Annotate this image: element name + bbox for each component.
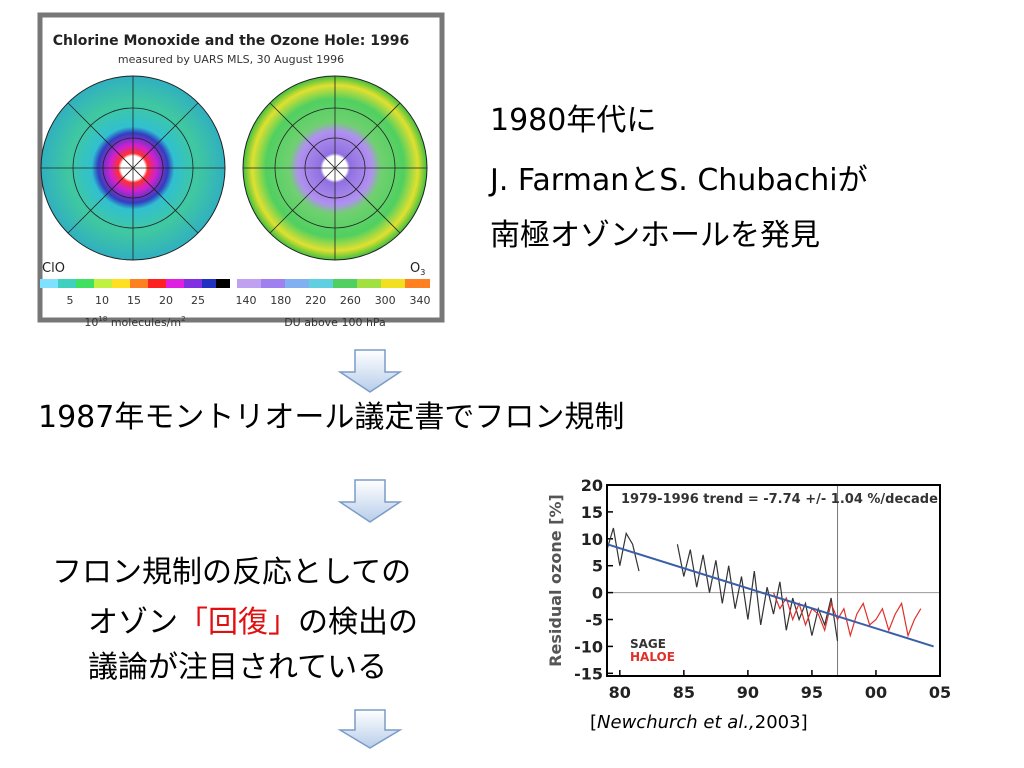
x-tick-label: 95 xyxy=(801,683,823,702)
down-arrow xyxy=(337,709,403,749)
legend-entry: HALOE xyxy=(630,650,675,664)
legend-entry: SAGE xyxy=(630,637,666,651)
citation-authors: Newchurch et al., xyxy=(597,712,755,733)
chart-annotation: 1979-1996 trend = -7.74 +/- 1.04 %/decad… xyxy=(621,492,938,507)
x-tick-label: 90 xyxy=(737,683,759,702)
recovery-red: 「回復」 xyxy=(178,605,298,640)
plot-frame xyxy=(606,484,941,677)
discovery-line: J. FarmanとS. Chubachiが xyxy=(488,163,868,198)
unit-text: molecules/m xyxy=(107,316,181,329)
clo-tick-label: 15 xyxy=(127,294,141,307)
x-tick-label: 80 xyxy=(609,683,631,702)
series-line xyxy=(772,592,922,638)
x-tick-label: 00 xyxy=(865,683,887,702)
recovery-pre: オゾン xyxy=(88,605,178,640)
y-tick-label: 10 xyxy=(581,530,603,549)
x-tick-label: 85 xyxy=(673,683,695,702)
citation-close: ] xyxy=(801,712,808,733)
y-tick-label: 15 xyxy=(581,503,603,522)
o3-label: O3 xyxy=(410,261,425,277)
o3-base: O xyxy=(410,261,420,276)
unit-base: 10 xyxy=(84,316,98,329)
discovery-line: 1980年代に xyxy=(490,103,656,138)
clo-colorbar xyxy=(40,279,230,288)
y-axis-label: Residual ozone [%] xyxy=(546,494,565,667)
citation-open: [ xyxy=(590,712,597,733)
discovery-line: 南極オゾンホールを発見 xyxy=(490,218,820,253)
y-tick-label: -10 xyxy=(574,637,603,656)
citation: [Newchurch et al.,2003] xyxy=(590,712,808,733)
recovery-line: オゾン「回復」の検出の xyxy=(88,605,418,640)
figure-subtitle: measured by UARS MLS, 30 August 1996 xyxy=(118,53,344,66)
citation-year: 2003 xyxy=(755,712,801,733)
x-tick-label: 05 xyxy=(929,683,951,702)
o3-unit: DU above 100 hPa xyxy=(284,316,386,329)
ozone-chart: 20 15 10 5 0 -5 -10 -15 80 85 90 95 00 05 1979-1996 tr… xyxy=(546,476,951,702)
recovery-line: 議論が注目されている xyxy=(88,650,387,685)
down-arrow xyxy=(337,349,403,393)
y-tick-label: 20 xyxy=(581,476,603,495)
o3-tick-label: 260 xyxy=(340,294,361,307)
trend-line xyxy=(606,543,934,648)
recovery-line: フロン規制の反応としての xyxy=(52,555,411,590)
o3-sub: 3 xyxy=(420,268,425,277)
recovery-post: の検出の xyxy=(298,605,418,640)
clo-tick-label: 25 xyxy=(191,294,205,307)
unit-exp: 18 xyxy=(98,315,107,323)
ozone-figure: Chlorine Monoxide and the Ozone Hole: 19… xyxy=(37,12,445,329)
y-tick-label: 0 xyxy=(592,584,603,603)
clo-unit: 1018 molecules/m2 xyxy=(84,315,185,329)
o3-tick-label: 180 xyxy=(270,294,291,307)
clo-tick-label: 20 xyxy=(159,294,173,307)
clo-tick-label: 10 xyxy=(95,294,109,307)
protocol-text: 1987年モントリオール議定書でフロン規制 xyxy=(38,400,624,435)
figure-title: Chlorine Monoxide and the Ozone Hole: 19… xyxy=(53,33,409,49)
y-tick-label: -15 xyxy=(574,664,603,683)
globe-grid xyxy=(41,76,427,260)
clo-tick-label: 5 xyxy=(67,294,74,307)
y-tick-label: -5 xyxy=(585,611,603,630)
o3-tick-label: 340 xyxy=(410,294,431,307)
o3-tick-label: 220 xyxy=(305,294,326,307)
unit-text-exp: 2 xyxy=(181,315,185,323)
plot-area xyxy=(607,485,940,676)
y-tick-label: 5 xyxy=(592,557,603,576)
o3-colorbar xyxy=(237,279,430,288)
o3-tick-label: 300 xyxy=(375,294,396,307)
o3-tick-label: 140 xyxy=(236,294,257,307)
down-arrow xyxy=(337,479,403,523)
clo-label: ClO xyxy=(42,261,65,276)
